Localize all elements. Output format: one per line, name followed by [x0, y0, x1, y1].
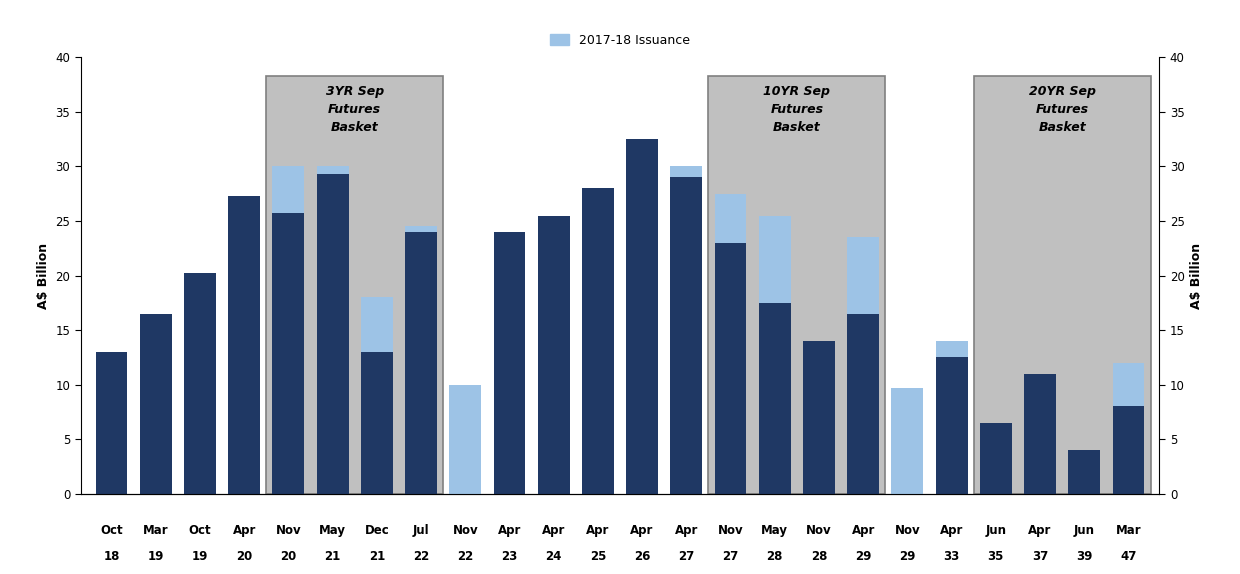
Text: 27: 27: [723, 550, 739, 563]
Bar: [582, 188, 614, 494]
Text: Nov: Nov: [718, 524, 743, 537]
Text: 29: 29: [899, 550, 915, 563]
Bar: [1069, 450, 1100, 494]
Bar: [759, 215, 791, 303]
Text: 27: 27: [678, 550, 694, 563]
Bar: [708, 76, 885, 494]
Text: Dec: Dec: [365, 524, 389, 537]
Bar: [538, 215, 569, 494]
Text: 3YR Sep
Futures
Basket: 3YR Sep Futures Basket: [326, 84, 384, 134]
Y-axis label: A$ Billion: A$ Billion: [1190, 242, 1203, 309]
Text: 23: 23: [501, 550, 517, 563]
Text: Oct: Oct: [188, 524, 211, 537]
Legend: 2017-18 Issuance: 2017-18 Issuance: [546, 29, 694, 52]
Text: Apr: Apr: [497, 524, 521, 537]
Bar: [714, 193, 746, 243]
Bar: [759, 303, 791, 494]
Text: 19: 19: [192, 550, 208, 563]
Y-axis label: A$ Billion: A$ Billion: [37, 242, 50, 309]
Bar: [714, 243, 746, 494]
Text: May: May: [761, 524, 789, 537]
Text: Apr: Apr: [852, 524, 875, 537]
Text: 37: 37: [1032, 550, 1048, 563]
Text: Apr: Apr: [542, 524, 565, 537]
Text: Jul: Jul: [413, 524, 429, 537]
Text: 21: 21: [368, 550, 384, 563]
Bar: [892, 388, 924, 494]
Text: Mar: Mar: [1116, 524, 1141, 537]
Text: Apr: Apr: [675, 524, 698, 537]
Text: Mar: Mar: [143, 524, 169, 537]
Text: 35: 35: [987, 550, 1004, 563]
Text: 22: 22: [458, 550, 474, 563]
Bar: [449, 385, 481, 494]
Bar: [273, 166, 304, 214]
Bar: [1024, 374, 1056, 494]
Bar: [494, 232, 526, 494]
Text: Apr: Apr: [630, 524, 653, 537]
Text: 20: 20: [280, 550, 296, 563]
Bar: [1112, 406, 1145, 494]
Text: 47: 47: [1120, 550, 1137, 563]
Text: Apr: Apr: [233, 524, 255, 537]
Bar: [316, 174, 348, 494]
Text: 25: 25: [590, 550, 606, 563]
Text: 28: 28: [766, 550, 782, 563]
Text: May: May: [319, 524, 346, 537]
Bar: [671, 166, 702, 177]
Bar: [140, 313, 171, 494]
Text: Jun: Jun: [986, 524, 1007, 537]
Text: Nov: Nov: [894, 524, 920, 537]
Bar: [405, 232, 436, 494]
Bar: [671, 177, 702, 494]
Text: 19: 19: [148, 550, 164, 563]
Bar: [228, 196, 260, 494]
Bar: [626, 139, 658, 494]
Bar: [1112, 363, 1145, 406]
Text: Oct: Oct: [100, 524, 123, 537]
Text: Nov: Nov: [275, 524, 301, 537]
Bar: [847, 313, 879, 494]
Bar: [847, 238, 879, 313]
Text: Nov: Nov: [453, 524, 479, 537]
Text: 28: 28: [811, 550, 827, 563]
Bar: [361, 297, 393, 352]
Text: 21: 21: [325, 550, 341, 563]
Text: 10YR Sep
Futures
Basket: 10YR Sep Futures Basket: [764, 84, 831, 134]
Text: 26: 26: [634, 550, 650, 563]
Text: Apr: Apr: [587, 524, 610, 537]
Text: 39: 39: [1076, 550, 1092, 563]
Text: Jun: Jun: [1074, 524, 1095, 537]
Text: Apr: Apr: [940, 524, 963, 537]
Bar: [273, 214, 304, 494]
Text: 24: 24: [546, 550, 562, 563]
Text: 33: 33: [944, 550, 960, 563]
Text: Apr: Apr: [1028, 524, 1052, 537]
Bar: [936, 341, 967, 357]
Bar: [267, 76, 443, 494]
Text: 20: 20: [236, 550, 252, 563]
Bar: [405, 226, 436, 232]
Bar: [980, 422, 1012, 494]
Bar: [936, 357, 967, 494]
Text: 22: 22: [413, 550, 429, 563]
Bar: [316, 166, 348, 174]
Bar: [184, 273, 216, 494]
Text: 18: 18: [103, 550, 120, 563]
Bar: [973, 76, 1151, 494]
Text: 29: 29: [856, 550, 872, 563]
Text: 20YR Sep
Futures
Basket: 20YR Sep Futures Basket: [1029, 84, 1096, 134]
Bar: [361, 352, 393, 494]
Text: Nov: Nov: [806, 524, 832, 537]
Bar: [804, 341, 835, 494]
Bar: [95, 352, 128, 494]
